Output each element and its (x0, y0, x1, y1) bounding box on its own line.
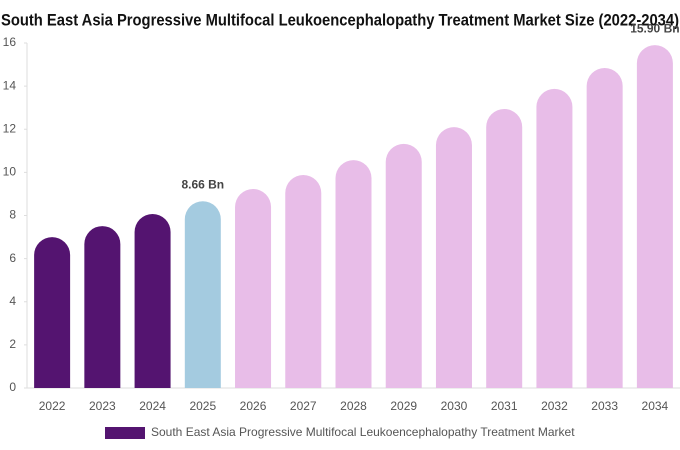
x-tick-label: 2026 (240, 399, 267, 413)
chart-title: South East Asia Progressive Multifocal L… (1, 10, 679, 29)
y-tick-label: 8 (9, 208, 16, 222)
y-tick-label: 16 (3, 35, 17, 49)
x-tick-label: 2025 (189, 399, 216, 413)
bar (636, 45, 673, 388)
x-tick-label: 2030 (441, 399, 468, 413)
x-tick-label: 2033 (591, 399, 618, 413)
bar (335, 160, 372, 388)
x-tick-label: 2028 (340, 399, 367, 413)
x-tick-label: 2027 (290, 399, 317, 413)
y-tick-label: 12 (3, 121, 17, 135)
bar (34, 237, 71, 388)
legend-swatch (105, 427, 145, 439)
x-tick-label: 2031 (491, 399, 518, 413)
bar (134, 213, 171, 388)
y-tick-label: 6 (9, 251, 16, 265)
bar (84, 226, 121, 388)
y-tick-label: 2 (9, 337, 16, 351)
x-tick-label: 2032 (541, 399, 568, 413)
y-tick-label: 10 (3, 165, 17, 179)
bar (435, 127, 472, 389)
bar (285, 174, 322, 388)
bar (184, 201, 221, 388)
bar (536, 88, 573, 388)
y-tick-label: 4 (9, 294, 16, 308)
value-label: 8.66 Bn (181, 177, 224, 191)
bar (586, 68, 623, 388)
x-tick-label: 2023 (89, 399, 116, 413)
bar (235, 188, 272, 388)
x-tick-label: 2029 (390, 399, 417, 413)
x-tick-label: 2034 (642, 399, 669, 413)
bar (385, 143, 422, 388)
bar (486, 108, 523, 388)
y-tick-label: 14 (3, 78, 17, 92)
value-label: 15.90 Bn (630, 21, 679, 35)
y-tick-label: 0 (9, 380, 16, 394)
legend-label: South East Asia Progressive Multifocal L… (151, 425, 575, 439)
x-tick-label: 2024 (139, 399, 166, 413)
x-tick-label: 2022 (39, 399, 66, 413)
